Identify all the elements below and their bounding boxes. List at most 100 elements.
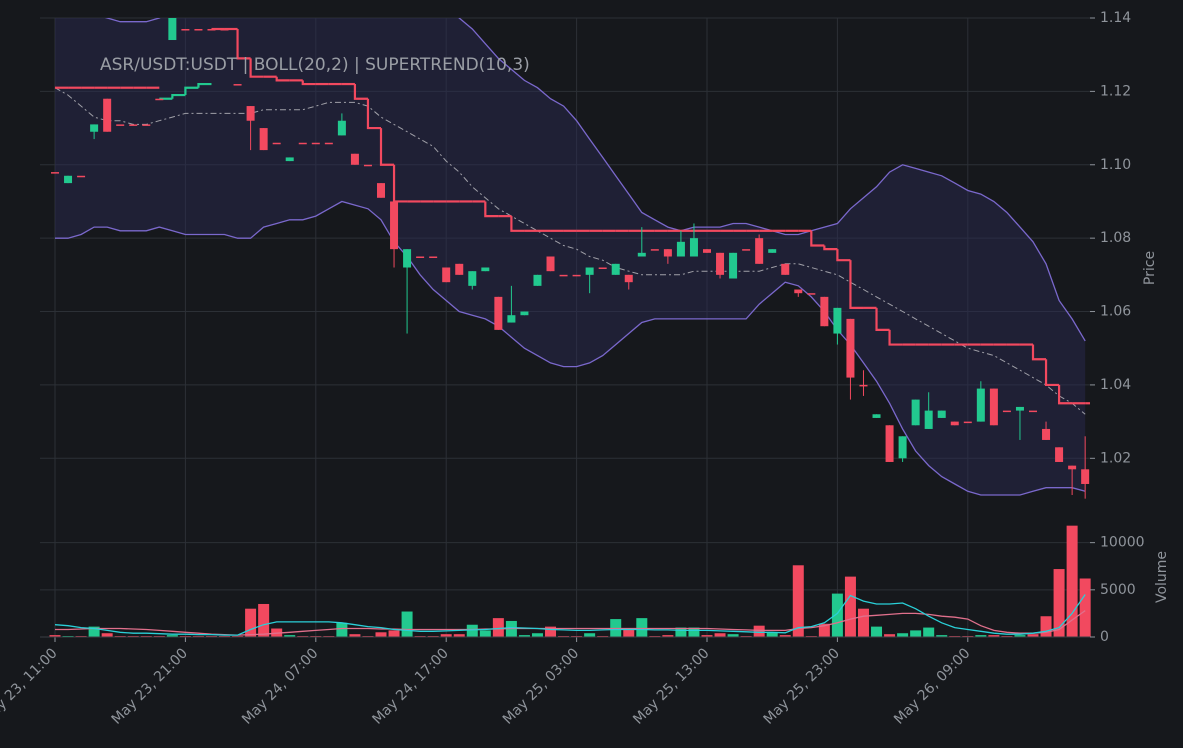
supertrend-step xyxy=(888,329,903,346)
y-tick-label: 1.14 xyxy=(1100,10,1131,26)
candle-body xyxy=(963,421,972,424)
volume-bar xyxy=(753,625,765,637)
volume-bar xyxy=(1014,635,1026,637)
supertrend-step xyxy=(353,84,368,100)
candle-body xyxy=(729,252,738,279)
candle-body xyxy=(742,249,751,251)
y-tick-label: 1.12 xyxy=(1100,83,1131,99)
candle-body xyxy=(846,318,855,378)
supertrend-step xyxy=(184,86,199,96)
volume-bar xyxy=(336,622,348,637)
volume-bar xyxy=(779,635,791,637)
supertrend-step xyxy=(197,82,212,88)
candle-body xyxy=(168,18,177,41)
y-tick-label: 1.08 xyxy=(1100,230,1131,246)
x-tick-label: May 24, 07:00 xyxy=(239,645,321,727)
candle-body xyxy=(520,311,529,316)
candle-body xyxy=(442,267,451,283)
candle-body xyxy=(820,296,829,327)
candle-body xyxy=(924,410,933,429)
volume-bar xyxy=(49,635,61,637)
candle-body xyxy=(989,388,998,426)
volume-bar xyxy=(662,635,674,637)
supertrend-step xyxy=(1044,359,1060,387)
supertrend-step xyxy=(171,93,186,99)
volume-bar xyxy=(166,635,178,637)
candle-body xyxy=(90,124,99,132)
candle-body xyxy=(259,128,268,151)
candle-body xyxy=(285,157,294,162)
volume-bar xyxy=(453,634,465,637)
volume-tick-label: 10000 xyxy=(1100,535,1145,551)
volume-bar xyxy=(1066,525,1078,637)
volume-bar xyxy=(884,634,896,637)
candle-body xyxy=(129,124,138,126)
volume-bar xyxy=(818,623,830,637)
candle-body xyxy=(872,414,881,418)
candle-body xyxy=(377,183,385,198)
volume-bar xyxy=(701,635,713,637)
volume-bar xyxy=(88,626,100,637)
candle-body xyxy=(298,142,307,145)
candle-body xyxy=(1068,465,1077,470)
candle-body xyxy=(898,436,907,459)
volume-bar xyxy=(910,630,922,637)
volume-bar xyxy=(284,635,296,637)
candle-body xyxy=(324,142,333,145)
candle-body xyxy=(429,256,438,258)
volume-bar xyxy=(871,626,883,637)
candle-body xyxy=(155,98,164,101)
supertrend-step xyxy=(1031,344,1047,361)
volume-bar xyxy=(923,627,935,637)
candle-body xyxy=(272,142,281,145)
candle-body xyxy=(194,29,203,31)
candle-body xyxy=(311,142,320,145)
candle-body xyxy=(246,106,255,121)
volume-bar xyxy=(766,632,778,637)
volume-bar xyxy=(479,630,491,637)
supertrend-step xyxy=(275,76,290,82)
candle-body xyxy=(507,315,516,323)
candle-body xyxy=(689,238,698,257)
candle-body xyxy=(911,399,920,426)
supertrend-step xyxy=(875,307,890,331)
volume-bar xyxy=(531,633,543,637)
candle-body xyxy=(390,201,399,250)
candle-body xyxy=(716,252,725,275)
volume-bar xyxy=(727,634,739,637)
volume-bar xyxy=(975,635,987,637)
candle-body xyxy=(233,84,242,86)
candle-body xyxy=(572,274,581,277)
candle-body xyxy=(181,29,190,31)
candle-body xyxy=(937,410,946,418)
volume-tick-label: 0 xyxy=(1100,629,1109,645)
candle-body xyxy=(663,249,672,257)
candle-body xyxy=(781,263,790,275)
candle-body xyxy=(494,296,503,330)
candle-body xyxy=(1042,428,1051,440)
supertrend-step xyxy=(249,58,264,78)
volume-bar xyxy=(545,626,557,637)
candle-body xyxy=(77,175,86,178)
grid xyxy=(40,17,1090,638)
volume-bar xyxy=(401,611,413,637)
candle-body xyxy=(755,238,764,264)
volume-bar xyxy=(466,624,478,637)
supertrend-step xyxy=(379,128,395,166)
y-tick-label: 1.04 xyxy=(1100,377,1131,393)
candle-body xyxy=(481,267,490,272)
candle-body xyxy=(833,307,842,334)
candle-body xyxy=(337,120,346,136)
volume-bar xyxy=(675,627,687,637)
supertrend-step xyxy=(510,216,525,232)
candle-body xyxy=(559,274,568,277)
candle-body xyxy=(859,384,868,387)
volume-bar xyxy=(375,632,387,637)
volume-bar xyxy=(792,565,804,637)
candle-body xyxy=(794,289,803,294)
volume-bar xyxy=(1079,578,1091,637)
volume-bar xyxy=(258,603,270,637)
candle-body xyxy=(676,241,685,257)
volume-bar xyxy=(518,635,530,637)
